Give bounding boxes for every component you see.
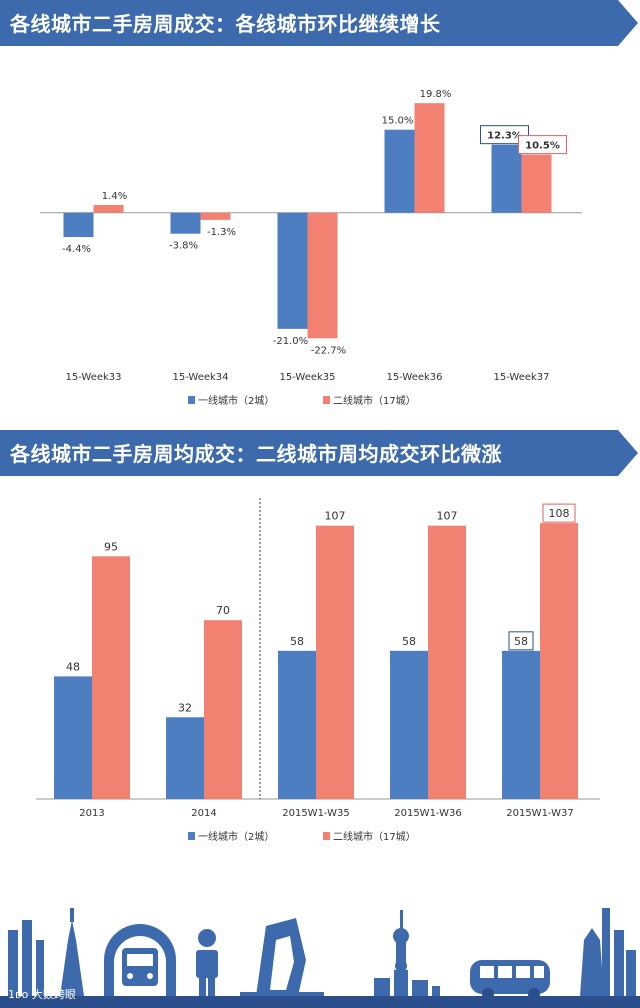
bar-tier2 bbox=[540, 523, 578, 799]
legend-label: 二线城市（17城） bbox=[333, 394, 416, 407]
bar-tier2 bbox=[414, 103, 445, 213]
value-label: 12.3% bbox=[487, 131, 522, 142]
chart2-banner: 各线城市二手房周均成交：二线城市周均成交环比微涨 bbox=[0, 430, 640, 476]
value-label: 95 bbox=[104, 540, 118, 553]
value-label: 58 bbox=[402, 635, 416, 648]
bar-tier2 bbox=[521, 154, 552, 213]
bar-tier1 bbox=[502, 650, 540, 799]
legend-swatch bbox=[188, 396, 195, 404]
bar-tier1 bbox=[491, 144, 522, 213]
value-label: 58 bbox=[290, 635, 304, 648]
value-label: 19.8% bbox=[420, 89, 452, 100]
legend-swatch bbox=[323, 396, 330, 404]
category-label: 2013 bbox=[79, 808, 104, 819]
bar-tier2 bbox=[428, 525, 466, 799]
chart1-banner-shape bbox=[0, 0, 638, 46]
chart2-banner-title: 各线城市二手房周均成交：二线城市周均成交环比微涨 bbox=[10, 442, 502, 466]
category-label: 2015W1-W37 bbox=[506, 808, 574, 819]
bar-tier2 bbox=[204, 620, 242, 799]
value-label-box bbox=[508, 631, 534, 651]
chart1-area: -4.4% 1.4% 15-Week33 -3.8% -1.3% 15-Week34 -21… bbox=[0, 46, 640, 420]
weekly-average-chart: 48 95 2013 32 70 2014 58 107 2015W1-W35 58 107 2015… bbox=[36, 498, 600, 843]
value-label: -3.8% bbox=[169, 241, 198, 252]
city-skyline-illustration bbox=[0, 908, 640, 1008]
value-label: 107 bbox=[325, 510, 346, 523]
category-label: 2015W1-W35 bbox=[282, 808, 350, 819]
category-label: 15-Week36 bbox=[386, 372, 442, 383]
legend-label: 一线城市（2城） bbox=[198, 830, 274, 843]
bar-tier1 bbox=[390, 650, 428, 799]
category-label: 15-Week33 bbox=[65, 372, 121, 383]
bar-tier2 bbox=[316, 525, 354, 799]
chart2-banner-shape bbox=[0, 430, 638, 476]
bar-tier1 bbox=[63, 212, 94, 238]
bar-tier2 bbox=[93, 204, 124, 213]
bar-tier1 bbox=[384, 129, 415, 213]
chart1-banner-title: 各线城市二手房周成交：各线城市环比继续增长 bbox=[10, 12, 441, 36]
bar-tier1 bbox=[170, 212, 201, 234]
value-label: -21.0% bbox=[273, 336, 308, 347]
value-label: 108 bbox=[549, 507, 570, 520]
legend-label: 一线城市（2城） bbox=[198, 394, 274, 407]
bar-tier2 bbox=[92, 556, 130, 799]
chart1-banner: 各线城市二手房周成交：各线城市环比继续增长 bbox=[0, 0, 640, 46]
value-label: 15.0% bbox=[382, 116, 414, 127]
value-label-box bbox=[518, 135, 567, 155]
bar-tier1 bbox=[278, 650, 316, 799]
legend-swatch bbox=[323, 832, 330, 840]
value-label: -22.7% bbox=[311, 345, 346, 356]
bar-tier1 bbox=[277, 212, 308, 329]
bar-tier2 bbox=[200, 212, 231, 220]
category-label: 15-Week34 bbox=[172, 372, 228, 383]
watermark-text: 1ᴅᴏ 大数跨眼 bbox=[8, 988, 76, 1001]
legend-swatch bbox=[188, 832, 195, 840]
value-label: 10.5% bbox=[525, 141, 560, 152]
category-label: 15-Week37 bbox=[493, 372, 549, 383]
value-label: 32 bbox=[178, 701, 192, 714]
value-label-box bbox=[480, 125, 529, 145]
value-label: 70 bbox=[216, 604, 230, 617]
weekly-change-chart: -4.4% 1.4% 15-Week33 -3.8% -1.3% 15-Week34 -21… bbox=[40, 89, 582, 407]
chart2-area: 48 95 2013 32 70 2014 58 107 2015W1-W35 58 107 2015… bbox=[0, 476, 640, 876]
value-label: 107 bbox=[437, 510, 458, 523]
bar-tier1 bbox=[54, 676, 92, 799]
value-label-box bbox=[542, 503, 576, 523]
legend-label: 二线城市（17城） bbox=[333, 830, 416, 843]
value-label: -1.3% bbox=[207, 227, 236, 238]
category-label: 15-Week35 bbox=[279, 372, 335, 383]
bar-tier2 bbox=[307, 212, 338, 339]
value-label: 1.4% bbox=[102, 191, 127, 202]
category-label: 2015W1-W36 bbox=[394, 808, 462, 819]
category-label: 2014 bbox=[191, 808, 216, 819]
value-label: 48 bbox=[66, 660, 80, 673]
value-label: 58 bbox=[514, 635, 528, 648]
bar-tier1 bbox=[166, 717, 204, 799]
value-label: -4.4% bbox=[62, 244, 91, 255]
